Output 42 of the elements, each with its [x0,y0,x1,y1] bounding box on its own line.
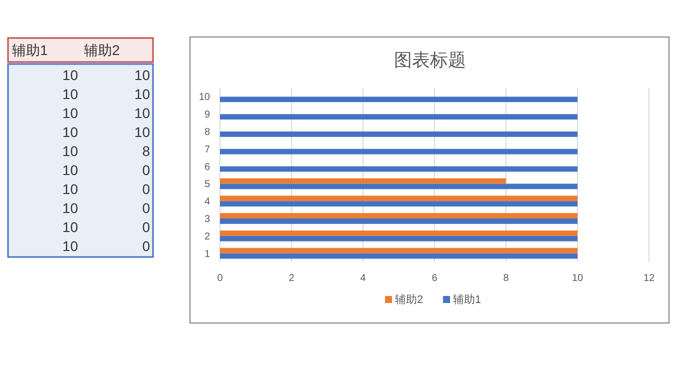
y-tick-label: 5 [204,179,210,190]
chart-title: 图表标题 [394,50,466,70]
text: 10 [134,105,150,121]
x-tick-label: 0 [217,273,224,284]
text: 10 [134,67,150,83]
x-tick-label: 2 [288,273,295,284]
text: 10 [62,238,78,254]
legend-label: 辅助1 [453,293,482,306]
y-tick-label: 1 [204,248,210,260]
text: 0 [142,162,150,178]
x-tick-label: 6 [432,273,438,284]
text: 10 [62,219,78,235]
x-tick-label: 10 [572,273,584,284]
text: 0 [142,181,150,197]
legend-label: 辅助2 [395,293,424,306]
y-tick-label: 10 [198,92,210,104]
text: 0 [142,238,150,254]
text: 10 [62,181,78,197]
text: 10 [62,86,78,102]
y-tick-label: 6 [204,162,210,173]
y-tick-label: 9 [204,110,210,121]
text: 10 [62,200,78,216]
text: 10 [62,124,78,140]
text: 辅助1 [12,42,48,58]
text: 0 [142,219,150,235]
text: 10 [134,86,150,102]
text: 辅助2 [84,42,120,58]
text: 0 [142,200,150,216]
text: 10 [62,67,78,83]
x-tick-label: 4 [360,273,366,284]
y-tick-label: 7 [204,144,210,156]
y-tick-label: 8 [204,127,210,138]
y-tick-label: 4 [204,196,210,208]
text: 10 [134,124,150,140]
x-tick-label: 8 [503,273,510,284]
text: 8 [142,143,150,159]
y-tick-label: 3 [204,214,210,225]
text: 10 [62,143,78,159]
y-tick-label: 2 [204,231,210,242]
x-tick-label: 12 [643,273,655,284]
text: 10 [62,162,78,178]
text: 10 [62,105,78,121]
